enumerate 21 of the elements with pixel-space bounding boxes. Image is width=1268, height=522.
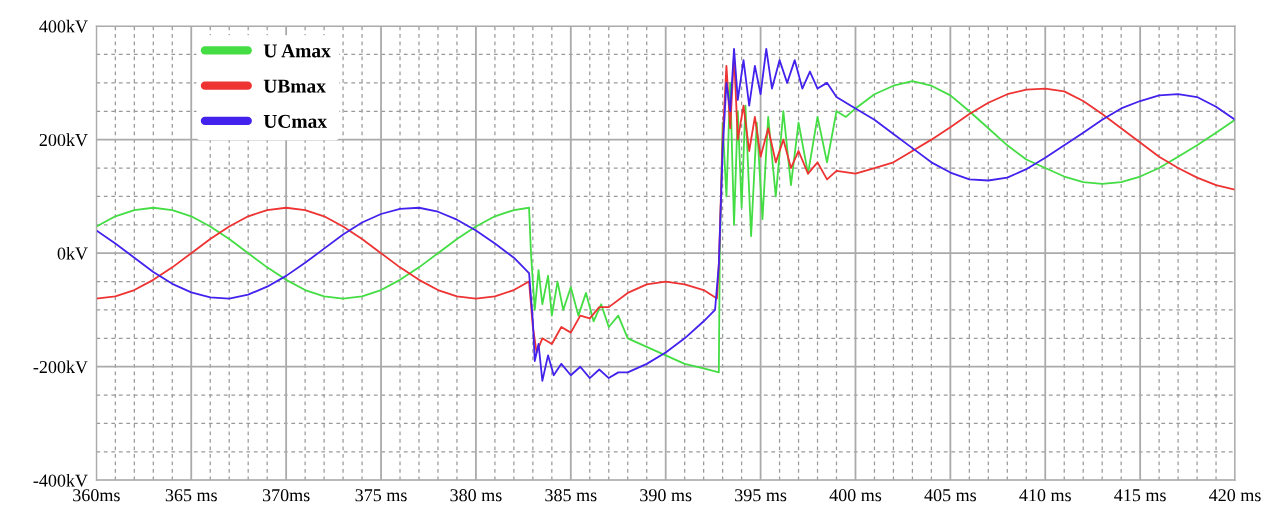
- legend-label: UCmax: [263, 114, 327, 128]
- y-tick-label: 400kV: [39, 19, 88, 33]
- x-tick-label: 395 ms: [735, 489, 787, 502]
- legend-label: U Amax: [263, 44, 331, 58]
- y-tick-label: 0kV: [57, 246, 88, 260]
- x-tick-label: 400 ms: [829, 489, 882, 502]
- x-tick-label: 420 ms: [1209, 489, 1261, 502]
- x-tick-label: 405 ms: [924, 489, 977, 502]
- x-tick-label: 360ms: [73, 489, 120, 502]
- x-tick-label: 380 ms: [450, 489, 502, 502]
- x-tick-label: 410 ms: [1019, 489, 1071, 502]
- x-tick-label: 385 ms: [545, 489, 597, 502]
- y-tick-label: -400kV: [33, 473, 88, 487]
- x-tick-label: 390 ms: [640, 489, 692, 502]
- x-tick-label: 370ms: [262, 489, 310, 502]
- x-tick-label: 415 ms: [1114, 489, 1166, 502]
- x-tick-label: 365 ms: [165, 489, 217, 502]
- y-tick-label: -200kV: [33, 360, 88, 374]
- x-tick-label: 375 ms: [355, 489, 407, 502]
- y-tick-label: 200kV: [39, 133, 88, 147]
- legend-label: UBmax: [263, 79, 326, 93]
